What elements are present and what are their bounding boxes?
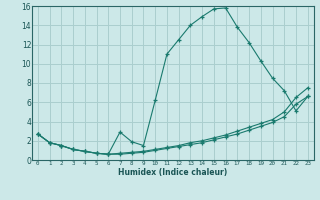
- X-axis label: Humidex (Indice chaleur): Humidex (Indice chaleur): [118, 168, 228, 177]
